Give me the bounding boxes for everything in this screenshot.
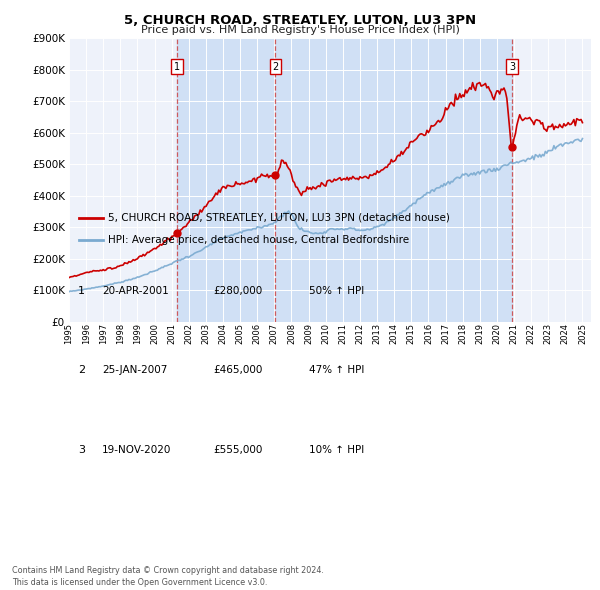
Text: 1: 1: [174, 62, 180, 71]
Text: £280,000: £280,000: [213, 286, 262, 296]
Text: £555,000: £555,000: [213, 445, 262, 455]
Text: 20-APR-2001: 20-APR-2001: [102, 286, 169, 296]
Text: 47% ↑ HPI: 47% ↑ HPI: [309, 365, 364, 375]
Text: 25-JAN-2007: 25-JAN-2007: [102, 365, 167, 375]
Bar: [275, 38, 512, 322]
Text: 5, CHURCH ROAD, STREATLEY, LUTON, LU3 3PN (detached house): 5, CHURCH ROAD, STREATLEY, LUTON, LU3 3P…: [108, 212, 450, 222]
Text: HPI: Average price, detached house, Central Bedfordshire: HPI: Average price, detached house, Cent…: [108, 235, 409, 245]
Text: Contains HM Land Registry data © Crown copyright and database right 2024.
This d: Contains HM Land Registry data © Crown c…: [12, 566, 324, 587]
Text: 5, CHURCH ROAD, STREATLEY, LUTON, LU3 3PN: 5, CHURCH ROAD, STREATLEY, LUTON, LU3 3P…: [124, 14, 476, 27]
Text: Price paid vs. HM Land Registry's House Price Index (HPI): Price paid vs. HM Land Registry's House …: [140, 25, 460, 35]
Text: 10% ↑ HPI: 10% ↑ HPI: [309, 445, 364, 455]
Text: 50% ↑ HPI: 50% ↑ HPI: [309, 286, 364, 296]
Text: 2: 2: [78, 365, 85, 375]
Text: 19-NOV-2020: 19-NOV-2020: [102, 445, 172, 455]
Text: 3: 3: [78, 445, 85, 455]
Text: 2: 2: [272, 62, 278, 71]
Text: 1: 1: [78, 286, 85, 296]
Bar: [177, 38, 275, 322]
Text: £465,000: £465,000: [213, 365, 262, 375]
Text: 3: 3: [509, 62, 515, 71]
